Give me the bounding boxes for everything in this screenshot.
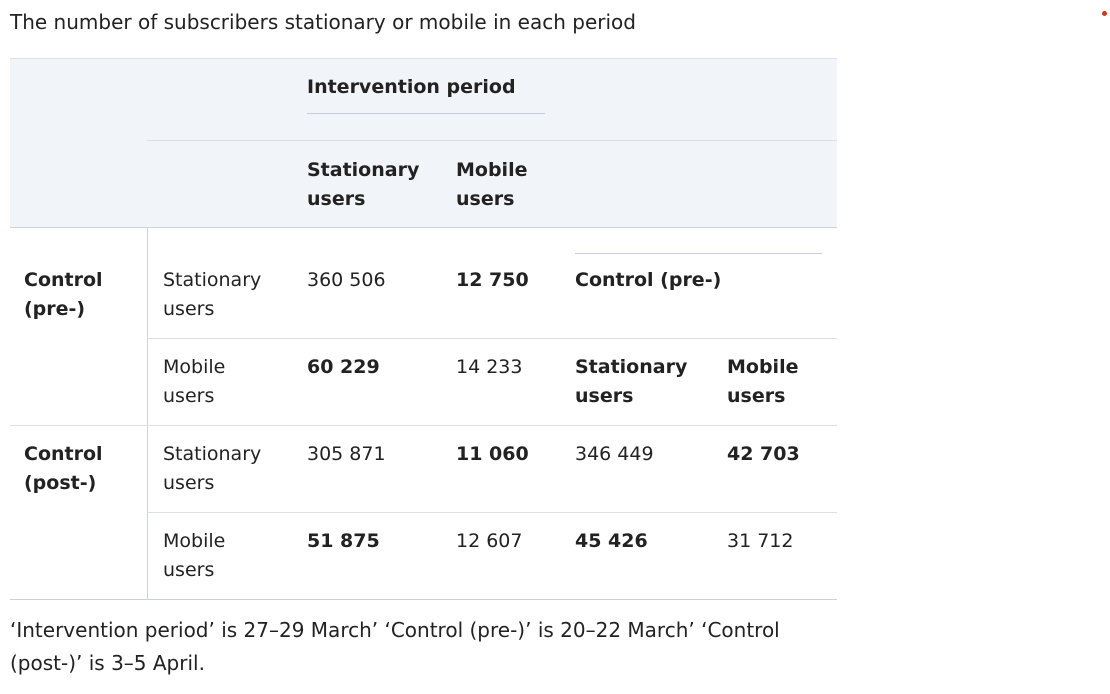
- cell-value: 305 871: [307, 443, 386, 465]
- cell-value: 346 449: [575, 443, 654, 465]
- row-label: Stationary: [163, 269, 262, 291]
- subheader-mobile-2: users: [727, 385, 786, 407]
- cell-value: 42 703: [727, 443, 800, 465]
- cell-value: 60 229: [307, 356, 380, 378]
- group-divider: [147, 228, 148, 600]
- row-label: Mobile: [163, 356, 226, 378]
- control-pre-overline: [575, 253, 822, 254]
- cell-value: 31 712: [727, 530, 794, 552]
- row-label: users: [163, 559, 215, 581]
- cell-value: 11 060: [456, 443, 529, 465]
- cell-value: 12 607: [456, 530, 523, 552]
- row-label: Stationary: [163, 443, 262, 465]
- table-caption: The number of subscribers stationary or …: [10, 10, 636, 34]
- col-header-stationary-2: users: [307, 188, 366, 210]
- group-label-pre-2: (pre-): [24, 298, 86, 320]
- cell-value: 360 506: [307, 269, 386, 291]
- row-divider-1: [147, 338, 837, 339]
- col-header-mobile-1: Mobile: [456, 159, 528, 181]
- subheader-stationary-2: users: [575, 385, 634, 407]
- group-divider-horizontal: [10, 425, 837, 426]
- row-label: users: [163, 385, 215, 407]
- subheader-stationary-1: Stationary: [575, 356, 688, 378]
- control-pre-subheader: Control (pre-): [575, 269, 722, 291]
- subscribers-table: Intervention period Stationary users Mob…: [10, 58, 837, 600]
- intervention-underline: [307, 113, 545, 114]
- row-label: Mobile: [163, 530, 226, 552]
- cell-value: 12 750: [456, 269, 529, 291]
- cell-value: 51 875: [307, 530, 380, 552]
- row-divider-3: [147, 512, 837, 513]
- cell-value: 14 233: [456, 356, 523, 378]
- header-divider: [147, 140, 837, 141]
- subheader-mobile-1: Mobile: [727, 356, 799, 378]
- group-label-pre-1: Control: [24, 269, 103, 291]
- col-header-mobile-2: users: [456, 188, 515, 210]
- row-label: users: [163, 472, 215, 494]
- col-header-stationary-1: Stationary: [307, 159, 420, 181]
- red-dot-icon: [1102, 11, 1107, 16]
- row-label: users: [163, 298, 215, 320]
- cell-value: 45 426: [575, 530, 648, 552]
- table-bottom-border: [10, 599, 837, 600]
- intervention-period-header: Intervention period: [307, 76, 516, 98]
- group-label-post-1: Control: [24, 443, 103, 465]
- header-bottom-border: [10, 227, 837, 228]
- table-footnote: ‘Intervention period’ is 27–29 March’ ‘C…: [10, 618, 780, 675]
- table-header-background: [10, 58, 837, 227]
- group-label-post-2: (post-): [24, 472, 97, 494]
